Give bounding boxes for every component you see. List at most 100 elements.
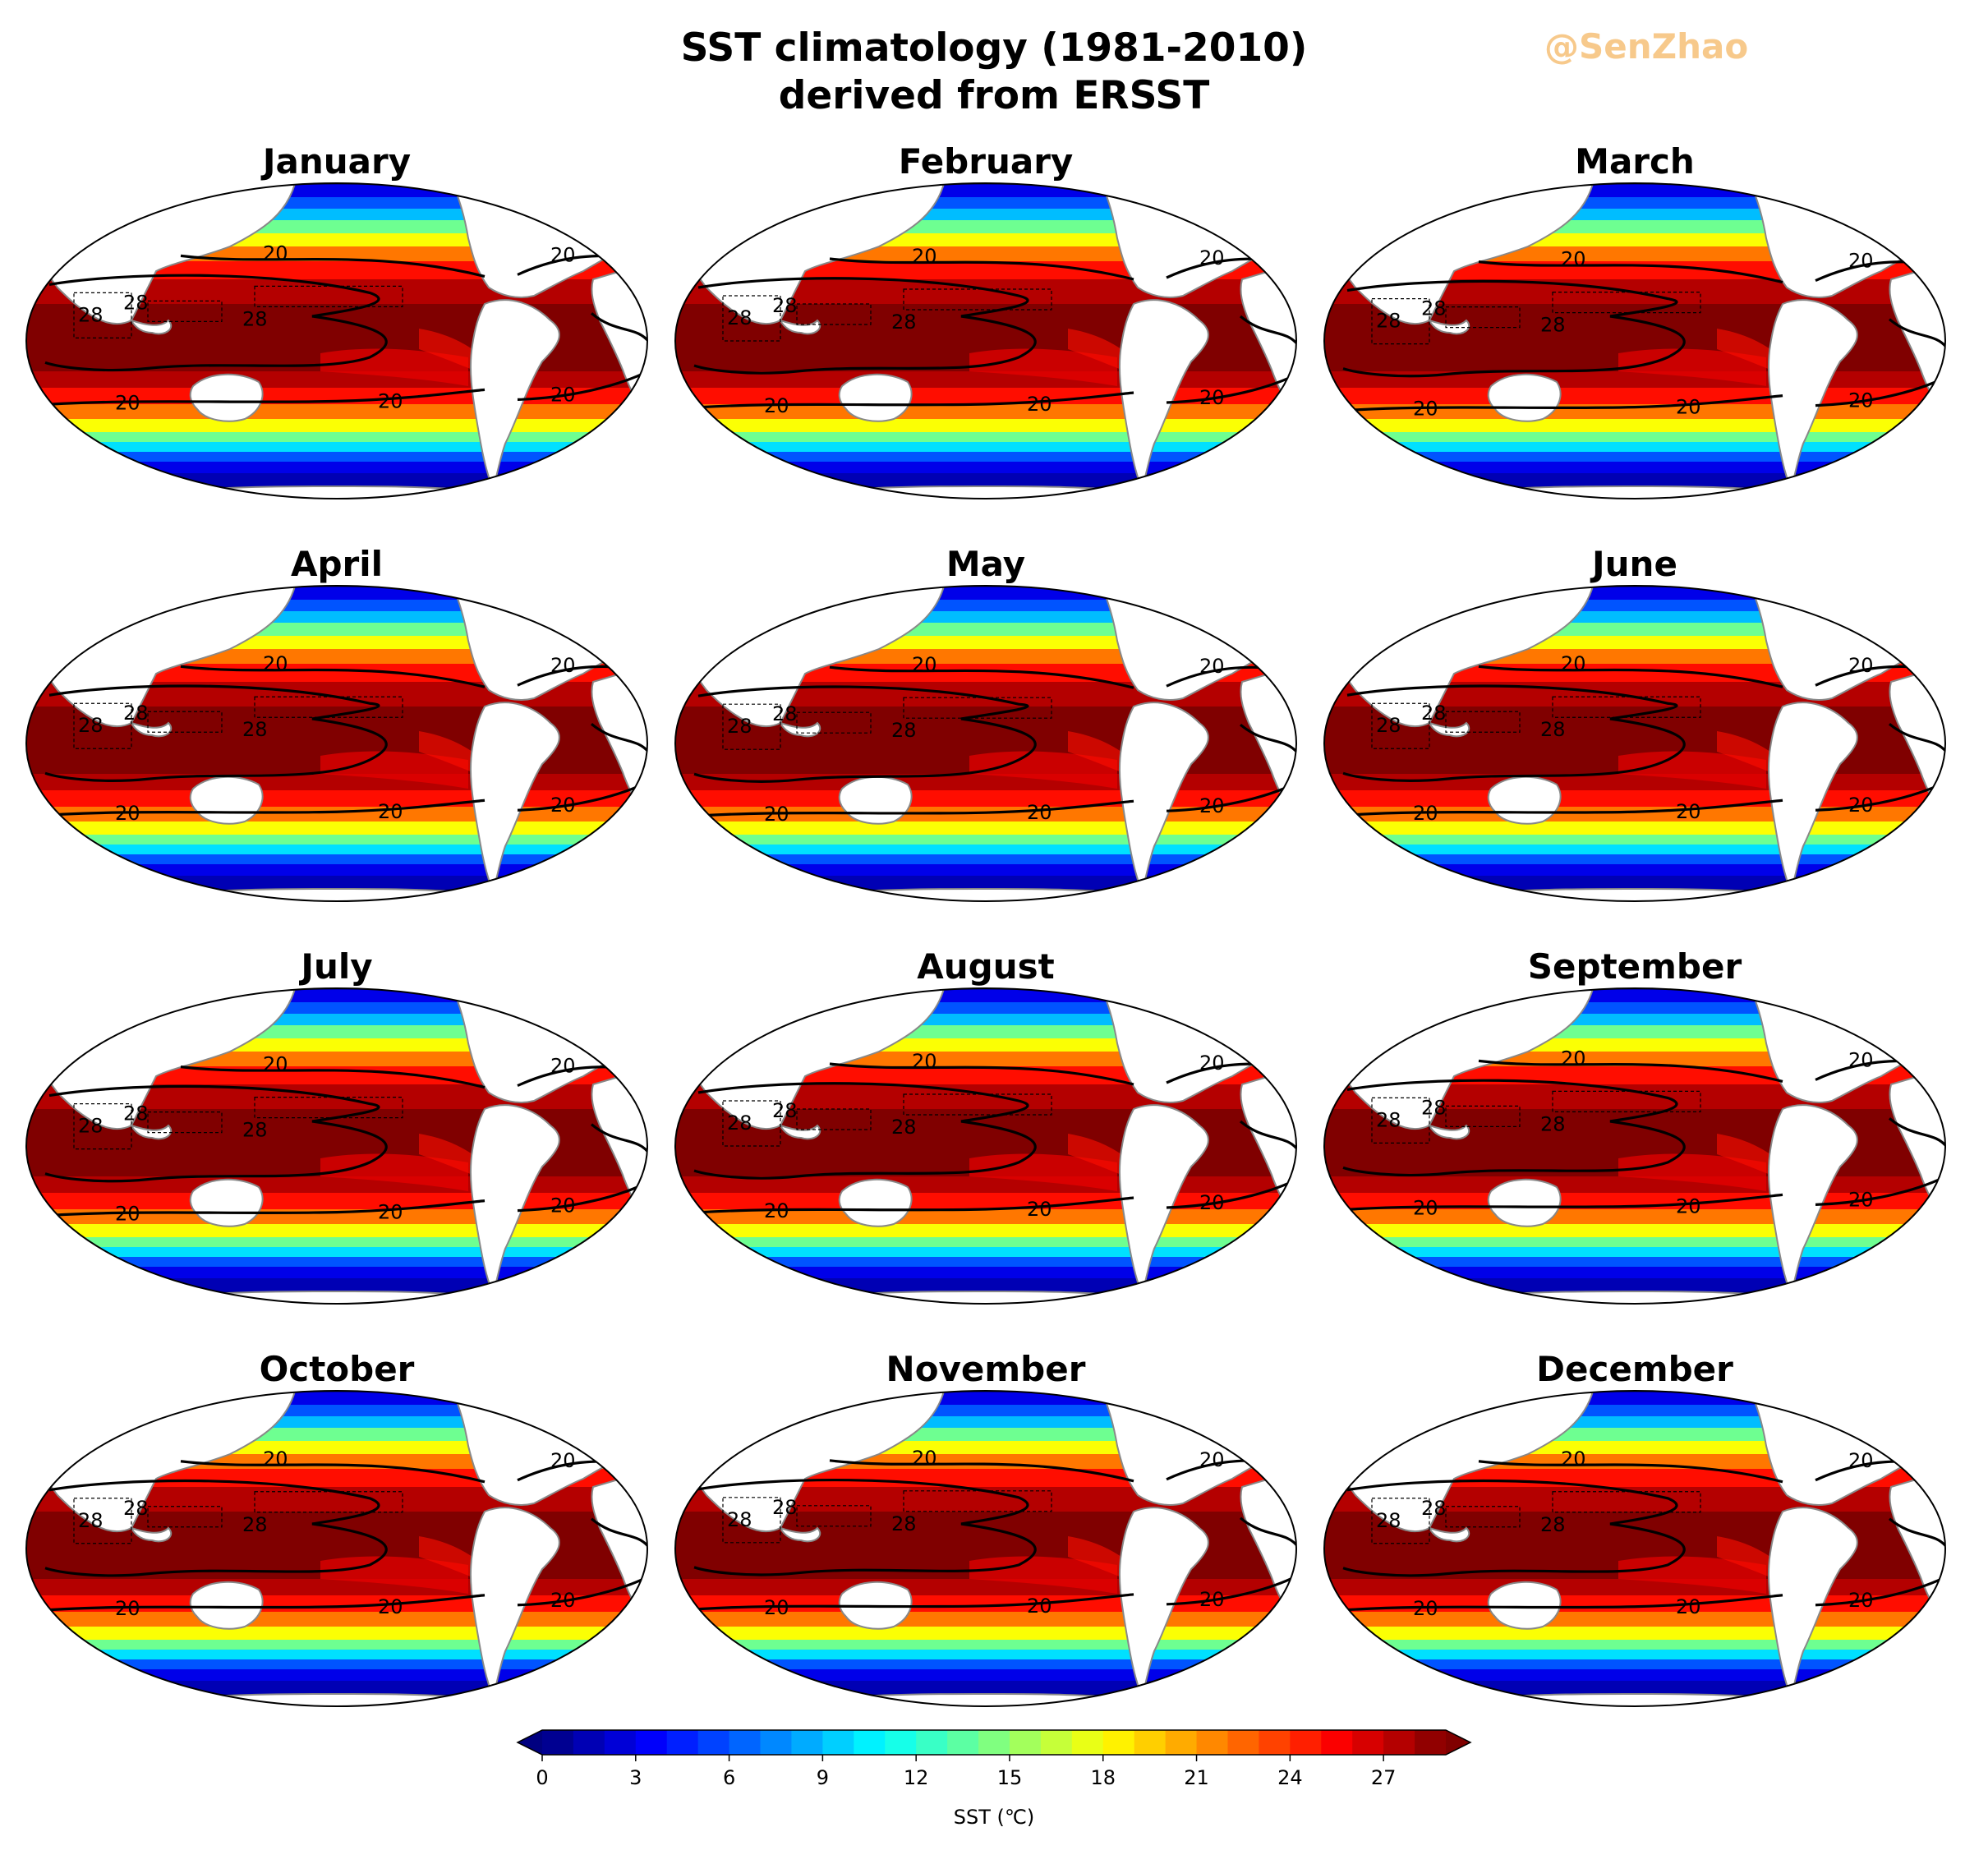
land-mass [1428,721,1470,738]
contour-label-28: 28 [78,1115,104,1138]
nino-region-box [73,1103,132,1150]
colorbar-tick-label: 0 [536,1766,548,1789]
contour-label-28: 28 [242,718,268,741]
colorbar-level [885,1730,917,1755]
contour-label-28: 28 [1540,1112,1566,1135]
contour-label-20: 20 [1848,1449,1874,1472]
contour-label-28: 28 [1376,714,1401,737]
contour-label-20: 20 [1027,801,1052,824]
nino-region-box [796,1108,872,1130]
colorbar-tick-label: 12 [904,1766,929,1789]
contour-20-south [26,1575,647,1613]
contour-label-20: 20 [1199,1052,1225,1075]
map-frame [25,585,648,902]
contour-label-28: 28 [123,291,149,314]
colorbar-level [573,1730,605,1755]
nino-region-box [796,303,872,325]
map-frame [25,1390,648,1707]
contour-label-20: 20 [550,654,576,677]
contour-label-28: 28 [78,1509,104,1532]
nino-region-box [1552,1090,1701,1112]
contour-label-28: 28 [727,306,752,329]
land-mass [1767,702,1858,894]
colorbar-level [635,1730,668,1755]
map-frame [1323,585,1946,902]
contour-label-20: 20 [550,1589,576,1612]
sst-map: 28 28 28 20 20 20 20 20 [1323,987,1946,1305]
contour-label-28: 28 [123,1497,149,1520]
sst-map: 28 28 28 20 20 20 20 20 [674,182,1297,499]
nino-region-box [147,1506,223,1528]
contour-label-28: 28 [1421,702,1447,725]
land-mass [1487,1178,1562,1227]
land-mass [1487,776,1562,825]
figure-title: SST climatology (1981-2010) derived from… [0,25,1988,120]
sst-map: 28 28 28 20 20 20 20 20 [1323,182,1946,499]
land-mass [779,1526,821,1543]
panel-title: April [290,544,384,584]
land-mass [1118,1507,1209,1699]
contour-20-south [1324,1174,1945,1213]
map-panel-december: December 28 28 28 20 20 20 20 20 [1323,1347,1947,1733]
nino-region-box [796,1505,872,1527]
colorbar-tick-label: 21 [1184,1766,1209,1789]
contour-label-20: 20 [378,1201,403,1224]
nino-region-box [1371,298,1430,345]
contour-28-atlantic [1888,1517,1945,1549]
contour-28 [44,1084,388,1183]
land-mass [1118,1104,1209,1296]
contour-label-28: 28 [78,714,104,737]
panel-title: January [262,141,412,182]
contour-label-28: 28 [727,1508,752,1531]
contour-label-20: 20 [550,383,576,406]
panel-title: February [898,141,1074,182]
map-frame [25,182,648,499]
contour-label-20: 20 [550,794,576,817]
nino-region-box [147,711,223,733]
land-mass [838,373,913,422]
colorbar-tick-label: 18 [1090,1766,1116,1789]
contour-label-20: 20 [1848,250,1874,273]
panel-title: March [1575,141,1695,182]
nino-region-box [903,1490,1052,1512]
map-frame [674,987,1297,1305]
land-mass [779,1124,821,1140]
contour-label-28: 28 [1540,1513,1566,1536]
contour-28 [693,1478,1037,1576]
contour-label-20: 20 [764,394,789,417]
sst-map: 28 28 28 20 20 20 20 20 [674,585,1297,902]
contour-label-20: 20 [1676,800,1701,823]
colorbar-extend-min [518,1730,542,1755]
contour-28 [693,1082,1037,1180]
colorbar-level [1352,1730,1384,1755]
contour-28 [1342,1079,1686,1177]
land-mass [469,1507,560,1699]
contour-label-20: 20 [1848,654,1874,677]
nino-region-box [254,1491,403,1513]
contour-label-28: 28 [772,294,798,317]
contour-label-20: 20 [764,1596,789,1619]
colorbar-level [1040,1730,1073,1755]
map-panel-october: October 28 28 28 20 20 20 20 20 [25,1347,649,1733]
colorbar-extend-max [1446,1730,1470,1755]
sst-map: 28 28 28 20 20 20 20 20 [25,987,648,1305]
contour-label-20: 20 [550,1449,576,1472]
contour-label-28: 28 [772,1099,798,1122]
colorbar-level [978,1730,1010,1755]
contour-20-south [675,1177,1296,1216]
contour-label-20: 20 [764,1199,789,1222]
contour-28 [44,274,388,372]
contour-label-20: 20 [1561,248,1586,271]
land-mass [189,1581,264,1630]
map-frame [674,182,1297,499]
panel-title: May [946,544,1026,584]
contour-28-atlantic [1888,1117,1945,1148]
map-frame [1323,182,1946,499]
contour-label-28: 28 [891,1116,917,1139]
colorbar-level [916,1730,948,1755]
contour-label-20: 20 [1413,1597,1438,1620]
nino-region-box [1445,1506,1521,1528]
land-mass [838,1178,913,1227]
colorbar-level [1415,1730,1447,1755]
nino-region-box [1552,1491,1701,1513]
